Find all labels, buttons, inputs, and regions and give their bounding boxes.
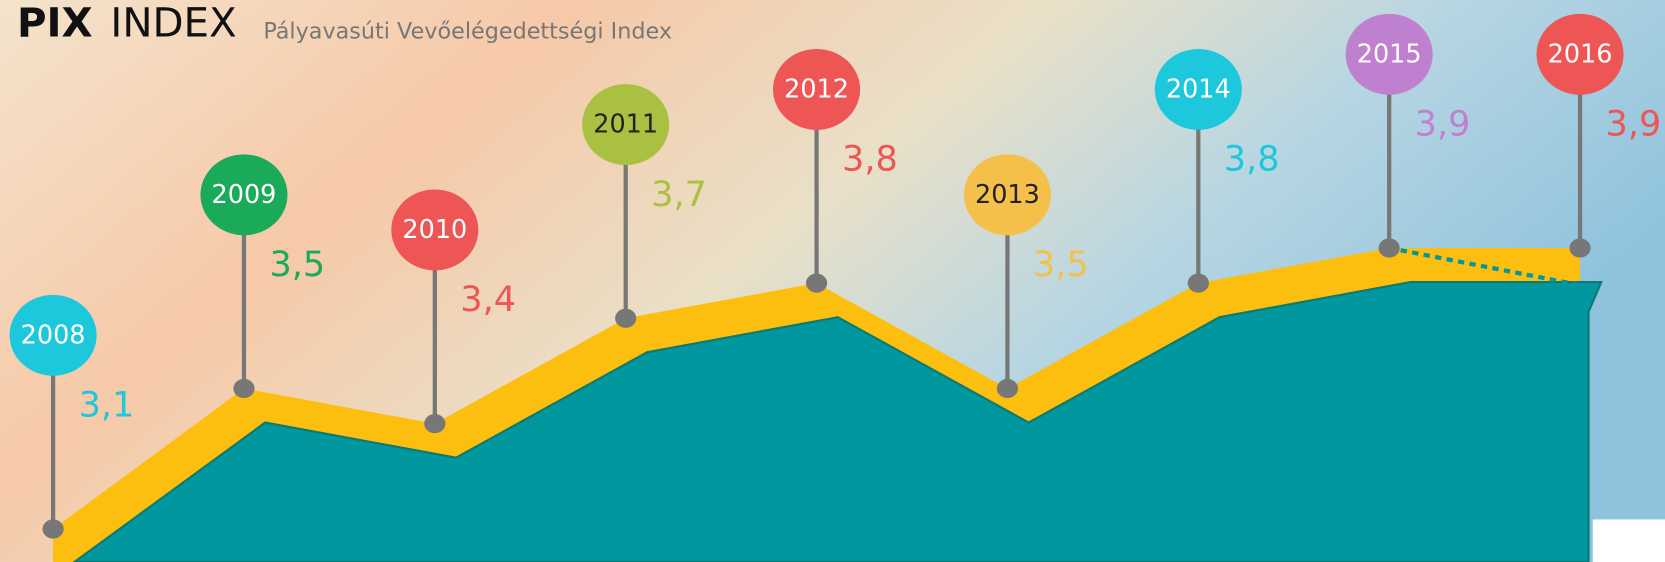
background-strip [1592,519,1665,562]
value-label: 3,5 [1033,244,1089,285]
area-fill [72,281,1603,562]
year-label: 2015 [1357,39,1422,69]
year-bubble [582,84,670,165]
point [1569,238,1591,258]
value-label: 3,4 [460,279,516,320]
value-label: 3,9 [1415,104,1471,145]
year-bubble [9,294,97,376]
year-bubble [1345,13,1433,95]
value-label: 3,9 [1606,104,1662,145]
year-label: 2014 [1166,74,1231,104]
year-bubble [200,154,288,236]
point [615,308,637,328]
value-label: 3,5 [269,244,325,285]
chart-subtitle: Pályavasúti Vevőelégedettségi Index [263,18,672,44]
value-label: 3,8 [842,139,898,180]
year-label: 2009 [212,180,277,210]
point [805,273,828,293]
value-label: 3,8 [1224,139,1280,180]
point [424,414,446,434]
trend-dotted [1388,245,1587,289]
year-label: 2010 [402,215,467,245]
value-label: 3,1 [79,385,135,426]
point [1187,273,1209,293]
year-label: 2008 [21,320,86,350]
year-label: 2011 [593,110,658,140]
year-bubble [963,154,1051,236]
point [996,378,1019,399]
plot: 2008 3,1 2009 3,5 2010 3,4 2011 3,7 2012 3,8 2013 3… [9,13,1662,562]
chart-title: PIX [17,0,93,47]
year-label: 2012 [784,74,849,104]
point [233,378,255,399]
year-bubble [773,48,861,130]
year-bubble [391,189,479,271]
value-label: 3,7 [651,174,707,215]
year-label: 2016 [1548,39,1613,69]
point [1378,238,1400,258]
year-bubble [1154,48,1242,130]
year-label: 2013 [975,180,1040,210]
chart-title: INDEX [110,0,236,47]
point [42,519,64,539]
year-bubble [1536,13,1624,95]
